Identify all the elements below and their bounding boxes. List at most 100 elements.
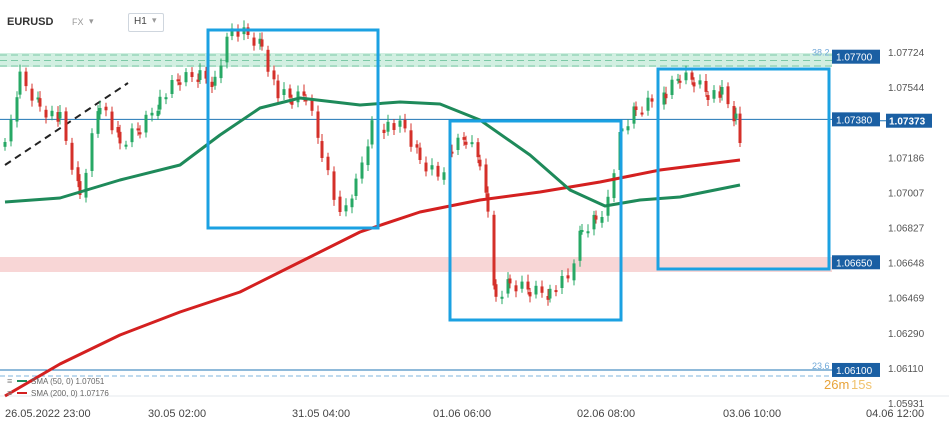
y-tick-label: 1.07544 [888, 83, 925, 94]
candle-body [344, 205, 348, 212]
candle-body [326, 156, 330, 171]
candle-body [213, 76, 217, 86]
candle-body [58, 112, 62, 119]
candle-body [403, 119, 407, 129]
sma-50-line [4, 96, 741, 208]
candle-body [190, 72, 194, 77]
candle-body [30, 88, 34, 101]
candle-body [718, 91, 722, 98]
candle-body [704, 80, 708, 92]
candle-body [258, 38, 262, 44]
candle-body [560, 276, 564, 288]
y-tick-label: 1.07724 [888, 48, 925, 59]
candle-body [3, 142, 7, 147]
y-tick-label: 1.06648 [888, 259, 925, 270]
candle-body [612, 173, 616, 199]
candle-body [526, 281, 530, 290]
symbol-label[interactable]: EURUSD [7, 16, 54, 28]
y-tick-label: 1.07007 [888, 188, 925, 199]
sma-200-line [4, 158, 741, 398]
candle-body [632, 106, 636, 124]
candle-body [450, 151, 454, 154]
candle-body [540, 286, 544, 293]
candle-body [170, 80, 174, 94]
level-tag [832, 49, 880, 64]
candle-body [138, 132, 142, 135]
candle-body [470, 142, 474, 145]
candle-body [150, 112, 154, 116]
x-tick-label: 04.06 12:00 [866, 408, 924, 420]
candle-body [116, 127, 120, 133]
candle-body [566, 275, 570, 279]
x-tick-label: 31.05 04:00 [292, 408, 350, 420]
x-tick-label: 02.06 08:00 [577, 408, 635, 420]
candle-body [706, 95, 710, 100]
candle-body [9, 119, 13, 142]
candle-body [196, 79, 200, 82]
candle-body [316, 111, 320, 138]
indicator-label: SMA (50, 0) 1.07051 [31, 377, 105, 386]
candle-body [650, 98, 654, 102]
candle-body [130, 128, 134, 143]
candle-body [38, 98, 42, 107]
candle-body [78, 181, 82, 195]
y-tick-label: 1.06469 [888, 294, 925, 305]
candle-body [734, 113, 738, 119]
candle-body [44, 109, 48, 118]
current-price-label: 1.07373 [889, 117, 926, 128]
countdown-minutes: 26m [824, 377, 849, 392]
market-label[interactable]: FX [72, 17, 84, 27]
candle-body [118, 131, 122, 144]
candle-body [732, 106, 736, 122]
candle-body [634, 106, 638, 110]
candle-body [98, 108, 102, 115]
candle-body [360, 162, 364, 179]
candle-body [418, 147, 422, 160]
candle-body [546, 296, 550, 300]
y-tick-label: 1.06290 [888, 329, 925, 340]
market-chevron-down-icon[interactable]: ▾ [89, 16, 94, 26]
highlight-box [206, 28, 380, 230]
candle-body [124, 144, 128, 147]
candle-body [64, 111, 68, 141]
candle-body [592, 214, 596, 230]
x-tick-label: 01.06 06:00 [433, 408, 491, 420]
timeframe-label: H1 [134, 16, 147, 27]
candle-body [646, 97, 650, 111]
candle-body [415, 144, 419, 148]
candle-body [528, 292, 532, 297]
candle-body [24, 71, 28, 87]
x-tick-label: 30.05 02:00 [148, 408, 206, 420]
candle-body [486, 193, 490, 212]
candle-body [424, 162, 428, 172]
x-tick-label: 26.05.2022 23:00 [5, 408, 91, 420]
candle-body [398, 120, 402, 127]
candle-body [272, 70, 276, 80]
candle-body [104, 106, 108, 111]
timeframe-select[interactable]: H1 ▾ [128, 13, 164, 32]
candle-body [462, 137, 466, 140]
candle-body [354, 178, 358, 196]
candle-body [198, 70, 202, 80]
candle-body [176, 79, 180, 82]
candle-body [90, 133, 94, 171]
candle-body [184, 72, 188, 83]
level-tag-label: 1.06100 [836, 366, 873, 377]
candle-body [478, 159, 482, 167]
support-zone [0, 257, 832, 272]
candle-body [626, 126, 630, 131]
candle-body [534, 285, 538, 295]
candle-body [720, 87, 724, 95]
candle-body [692, 82, 696, 87]
candle-body [252, 37, 256, 46]
candle-body [164, 97, 168, 100]
candle-body [738, 113, 742, 143]
candle-body [726, 86, 730, 105]
candle-body [684, 72, 688, 81]
candle-body [178, 82, 182, 85]
candle-body [514, 285, 518, 292]
candle-body [670, 79, 674, 95]
candle-body [698, 80, 702, 85]
level-tag-label: 1.07380 [836, 115, 873, 126]
